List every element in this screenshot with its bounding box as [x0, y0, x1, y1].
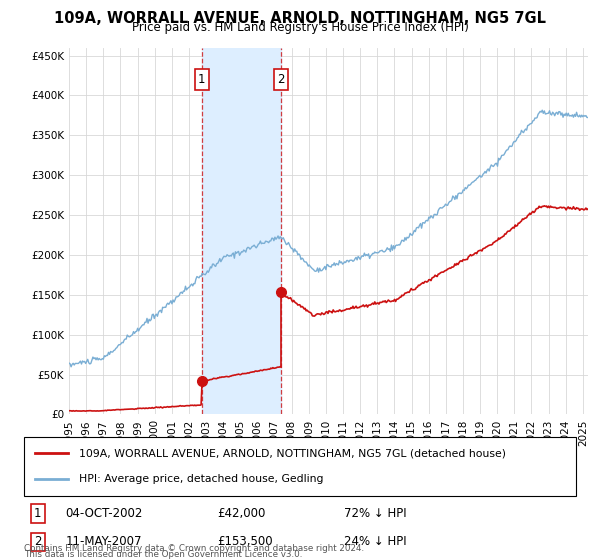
Text: 04-OCT-2002: 04-OCT-2002 [65, 507, 143, 520]
Text: 11-MAY-2007: 11-MAY-2007 [65, 535, 142, 548]
Text: This data is licensed under the Open Government Licence v3.0.: This data is licensed under the Open Gov… [24, 550, 302, 559]
Text: 1: 1 [198, 73, 206, 86]
Text: 72% ↓ HPI: 72% ↓ HPI [344, 507, 407, 520]
Text: £42,000: £42,000 [217, 507, 266, 520]
Text: 2: 2 [34, 535, 41, 548]
Text: Contains HM Land Registry data © Crown copyright and database right 2024.: Contains HM Land Registry data © Crown c… [24, 544, 364, 553]
Text: HPI: Average price, detached house, Gedling: HPI: Average price, detached house, Gedl… [79, 474, 324, 484]
Text: 1: 1 [34, 507, 41, 520]
FancyBboxPatch shape [24, 437, 576, 496]
Text: Price paid vs. HM Land Registry's House Price Index (HPI): Price paid vs. HM Land Registry's House … [131, 21, 469, 34]
Text: 109A, WORRALL AVENUE, ARNOLD, NOTTINGHAM, NG5 7GL (detached house): 109A, WORRALL AVENUE, ARNOLD, NOTTINGHAM… [79, 448, 506, 458]
Text: 109A, WORRALL AVENUE, ARNOLD, NOTTINGHAM, NG5 7GL: 109A, WORRALL AVENUE, ARNOLD, NOTTINGHAM… [54, 11, 546, 26]
Text: 24% ↓ HPI: 24% ↓ HPI [344, 535, 407, 548]
Text: £153,500: £153,500 [217, 535, 273, 548]
Bar [202, 48, 281, 414]
Text: 2: 2 [277, 73, 284, 86]
